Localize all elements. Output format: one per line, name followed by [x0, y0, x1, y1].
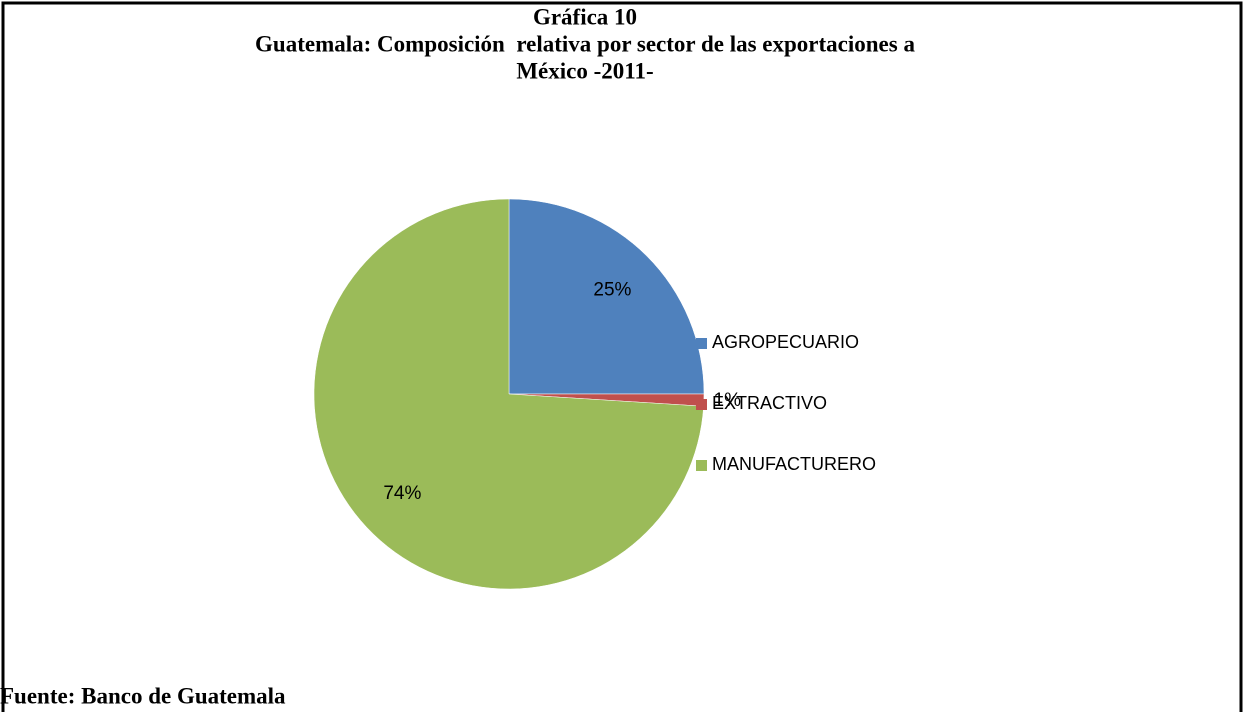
legend-label: AGROPECUARIO: [712, 332, 859, 352]
data-label: 74%: [383, 483, 421, 504]
legend-swatch: [696, 338, 707, 349]
legend-label: EXTRACTIVO: [712, 393, 827, 413]
chart-title: Guatemala: Composición relativa por sect…: [255, 31, 915, 56]
source-note: Fuente: Banco de Guatemala: [0, 683, 286, 708]
legend-label: MANUFACTURERO: [712, 454, 876, 474]
legend-swatch: [696, 399, 707, 410]
data-label: 25%: [593, 280, 631, 301]
pie-slice: [313, 198, 704, 590]
pie-slice: [508, 198, 705, 395]
chart-title: México -2011-: [516, 58, 653, 83]
chart-title: Gráfica 10: [533, 4, 637, 29]
data-label: 1%: [714, 390, 742, 411]
legend-swatch: [696, 460, 707, 471]
